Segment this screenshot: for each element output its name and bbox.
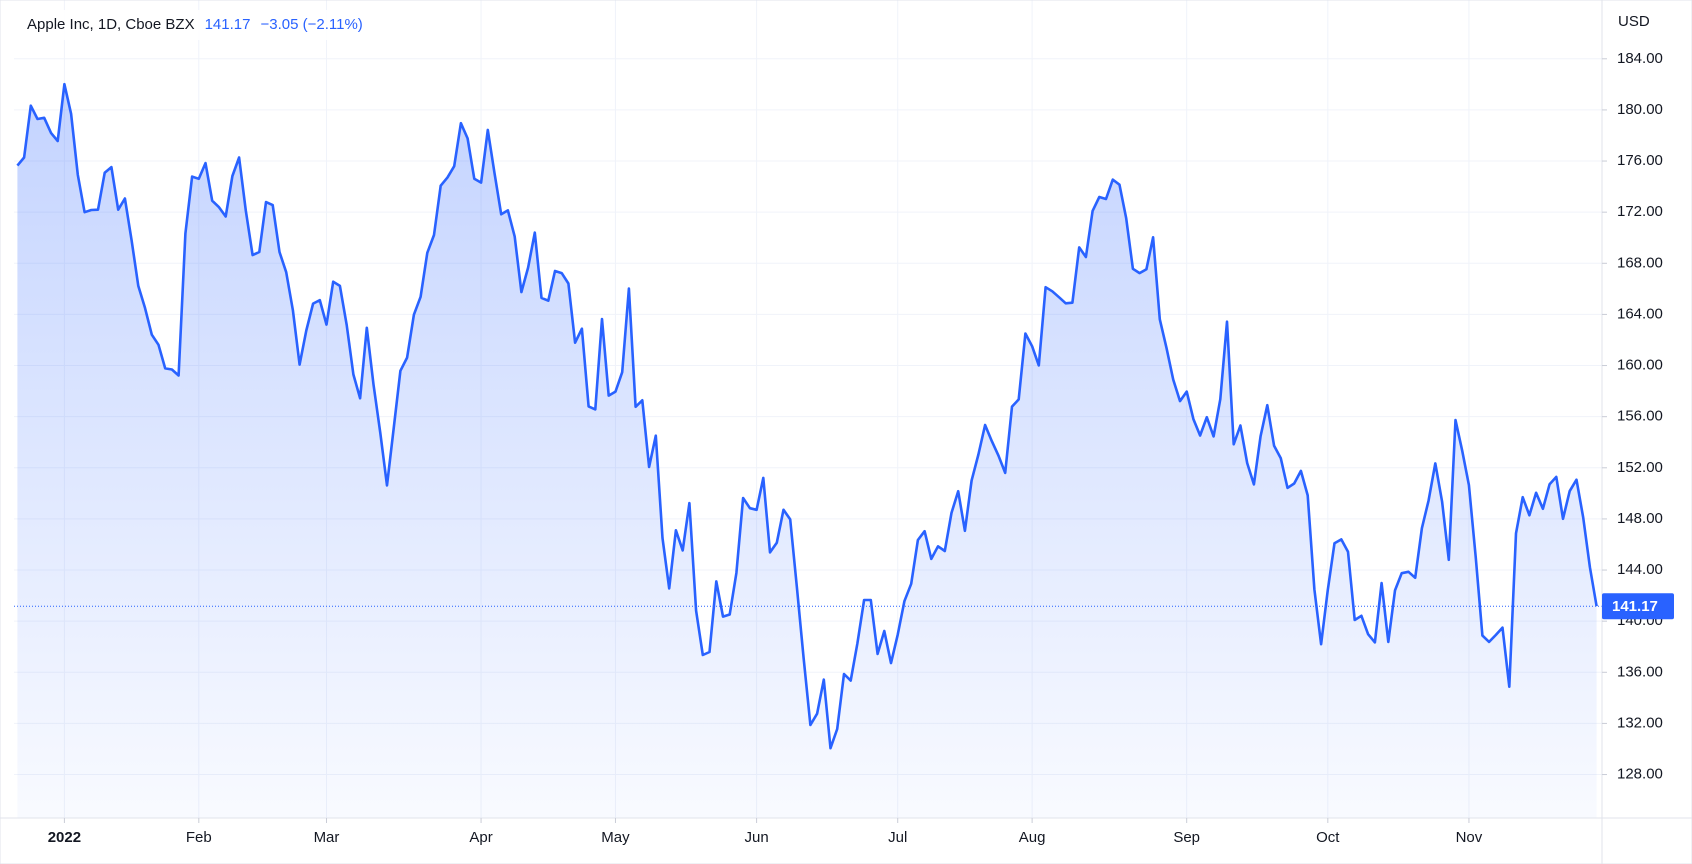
axes: 128.00132.00136.00140.00144.00148.00152.… — [48, 50, 1674, 846]
y-tick-label: 156.00 — [1617, 408, 1663, 425]
last-price-label: 141.17 — [1612, 598, 1658, 615]
y-tick-label: 164.00 — [1617, 305, 1663, 322]
area-fill — [17, 84, 1597, 818]
x-tick-label: Apr — [469, 829, 492, 846]
x-tick-label: 2022 — [48, 829, 81, 846]
y-tick-label: 168.00 — [1617, 254, 1663, 271]
y-tick-label: 148.00 — [1617, 510, 1663, 527]
y-tick-label: 144.00 — [1617, 561, 1663, 578]
x-tick-label: Aug — [1019, 829, 1046, 846]
price-line — [16, 82, 1598, 750]
y-unit: USD — [1618, 13, 1650, 30]
header: Apple Inc, 1D, Cboe BZX 141.17 −3.05 (−2.1… — [27, 16, 363, 33]
y-tick-label: 128.00 — [1617, 766, 1663, 783]
symbol-title: Apple Inc, 1D, Cboe BZX — [27, 16, 195, 33]
x-tick-label: Nov — [1456, 829, 1483, 846]
header-change: −3.05 (−2.11%) — [260, 16, 362, 33]
y-tick-label: 184.00 — [1617, 50, 1663, 67]
y-tick-label: 132.00 — [1617, 714, 1663, 731]
x-tick-label: Jun — [744, 829, 768, 846]
y-tick-label: 136.00 — [1617, 663, 1663, 680]
y-tick-label: 152.00 — [1617, 459, 1663, 476]
last-price-tag — [1602, 593, 1674, 620]
x-tick-label: Feb — [186, 829, 212, 846]
y-tick-label: 180.00 — [1617, 101, 1663, 118]
x-tick-label: May — [601, 829, 630, 846]
x-tick-label: Sep — [1173, 829, 1200, 846]
y-tick-label: 160.00 — [1617, 357, 1663, 374]
y-tick-label: 176.00 — [1617, 152, 1663, 169]
y-tick-label: 172.00 — [1617, 203, 1663, 220]
x-tick-label: Mar — [314, 829, 340, 846]
header-bg — [20, 10, 430, 40]
x-tick-label: Jul — [888, 829, 907, 846]
x-tick-label: Oct — [1316, 829, 1340, 846]
header-price: 141.17 — [205, 16, 251, 33]
plot — [14, 82, 1602, 818]
